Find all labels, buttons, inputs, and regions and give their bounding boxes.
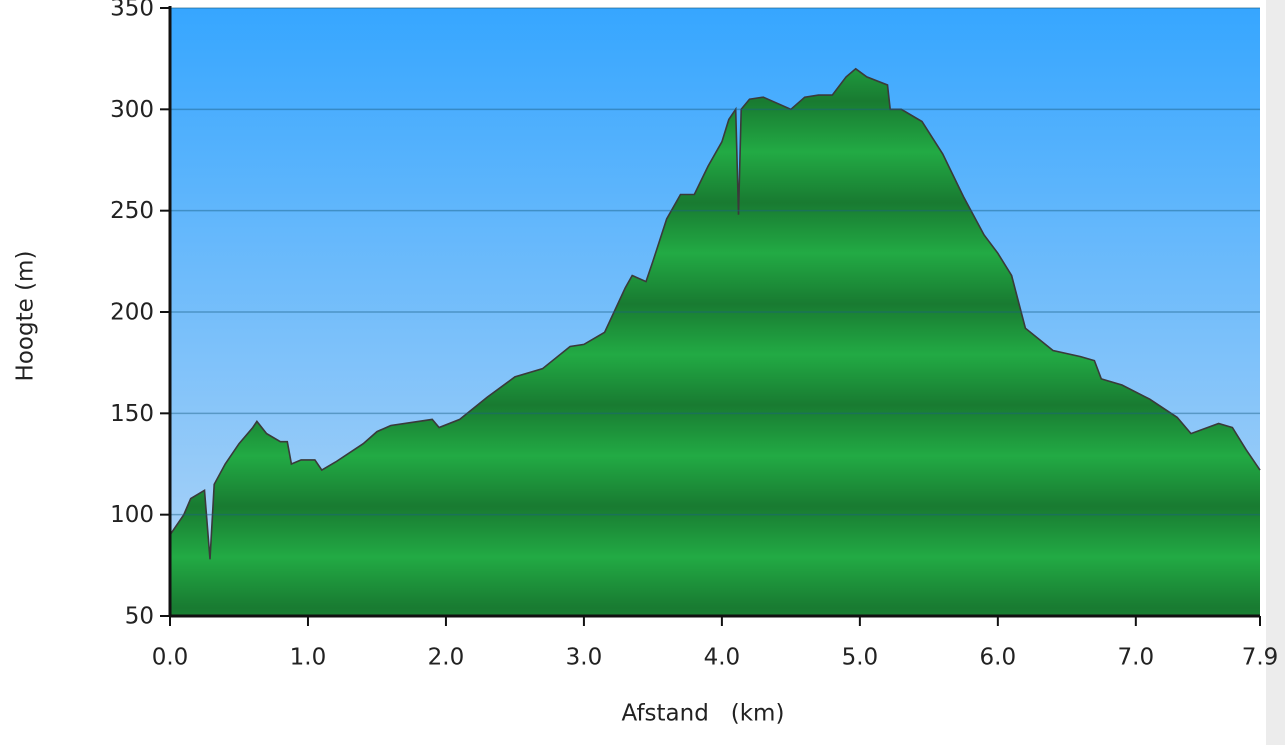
y-tick-label: 50 xyxy=(125,604,154,630)
y-tick-label: 200 xyxy=(110,300,154,326)
y-axis-label: Hoogte (m) xyxy=(13,251,39,382)
x-tick-label: 0.0 xyxy=(152,645,189,671)
x-tick-label: 3.0 xyxy=(566,645,603,671)
x-axis-label: Afstand (km) xyxy=(622,701,785,727)
x-tick-label: 7.0 xyxy=(1118,645,1155,671)
y-tick-label: 150 xyxy=(110,401,154,427)
x-tick-label: 6.0 xyxy=(980,645,1017,671)
x-tick-label: 5.0 xyxy=(842,645,879,671)
profile-line xyxy=(169,67,1261,560)
y-tick-label: 350 xyxy=(110,0,154,22)
x-tick-label: 1.0 xyxy=(290,645,327,671)
x-tick-label: 7.9 xyxy=(1242,645,1279,671)
x-tick-label: 2.0 xyxy=(428,645,465,671)
y-tick-label: 250 xyxy=(110,198,154,224)
scrollbar xyxy=(1266,0,1285,745)
y-tick-label: 300 xyxy=(110,97,154,123)
x-tick-label: 4.0 xyxy=(704,645,741,671)
y-tick-label: 100 xyxy=(110,502,154,528)
area-shading xyxy=(170,68,1260,617)
